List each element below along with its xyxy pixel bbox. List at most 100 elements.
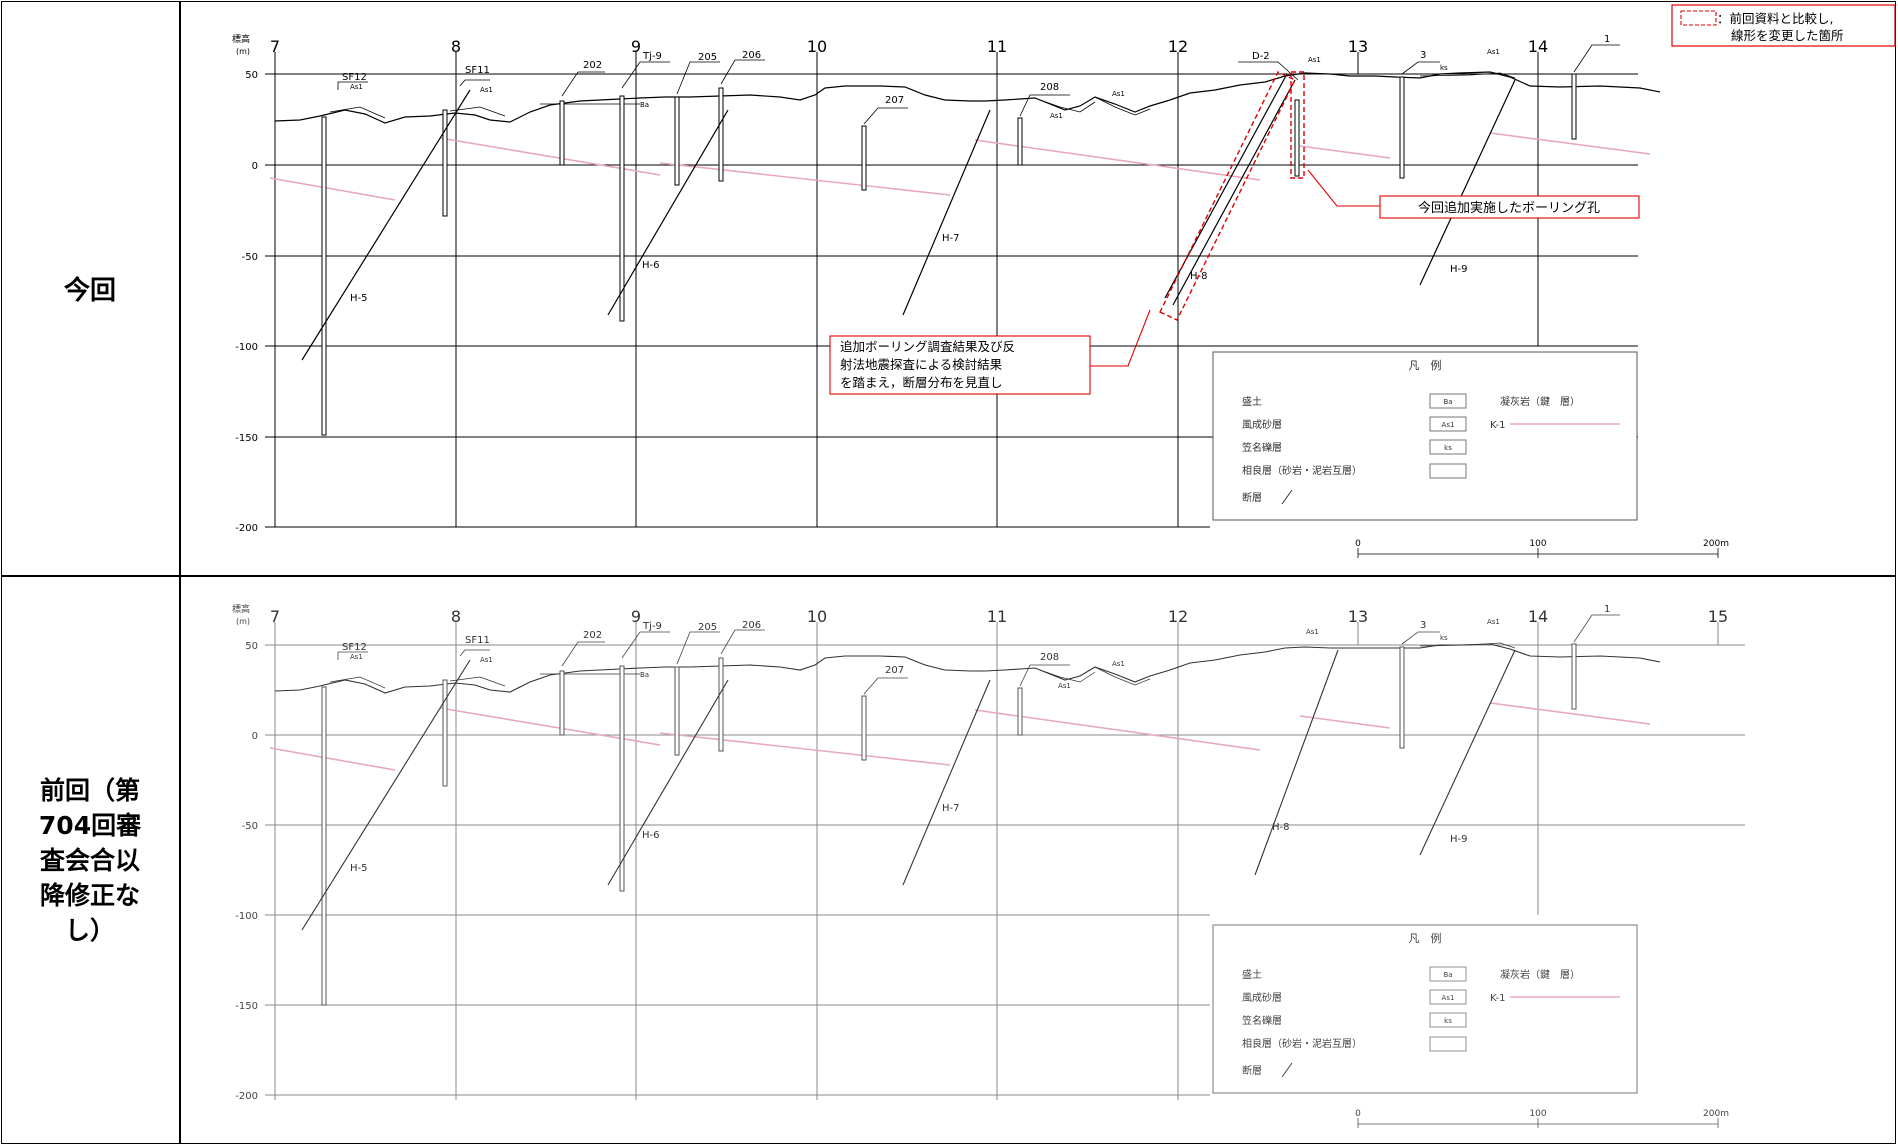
legend-item: 凝灰岩（鍵 層） bbox=[1500, 395, 1580, 408]
legend-swatch-label: Ba bbox=[1443, 971, 1452, 979]
key-layer-line bbox=[1489, 132, 1651, 155]
borehole-3 bbox=[1399, 76, 1405, 179]
borehole-label: 206 bbox=[742, 50, 761, 61]
borehole-206 bbox=[718, 657, 724, 752]
station-label: 13 bbox=[1348, 37, 1368, 56]
legend-item: 笠名礫層 bbox=[1242, 441, 1282, 454]
fault-H-8 bbox=[1254, 649, 1339, 876]
borehole-label: 208 bbox=[1040, 82, 1059, 93]
borehole-205 bbox=[674, 96, 680, 186]
stratum-label: As1 bbox=[1112, 90, 1125, 98]
key-layer-line bbox=[269, 177, 396, 201]
legend-title: 凡 例 bbox=[1409, 358, 1442, 372]
legend-swatch-label: ks bbox=[1444, 444, 1452, 452]
y-tick-label: 50 bbox=[245, 641, 258, 652]
legend-panel bbox=[1212, 351, 1638, 521]
legend-item: 断層 bbox=[1242, 491, 1262, 504]
change-legend-text: ：前回資料と比較し, bbox=[1717, 11, 1833, 26]
station-label: 11 bbox=[987, 37, 1007, 56]
y-axis-unit: (m) bbox=[236, 617, 250, 626]
borehole-label: 202 bbox=[583, 630, 602, 641]
legend-title: 凡 例 bbox=[1409, 931, 1442, 945]
scale-label: 200m bbox=[1703, 539, 1729, 549]
borehole-205 bbox=[674, 666, 680, 756]
y-tick-label: 50 bbox=[245, 70, 258, 81]
legend-swatch-label: As1 bbox=[1442, 421, 1455, 429]
change-legend-text: 線形を変更した箇所 bbox=[1731, 28, 1844, 43]
key-layer-line bbox=[659, 732, 951, 766]
station-label: 14 bbox=[1528, 607, 1548, 626]
callout-leader bbox=[1307, 169, 1380, 207]
legend-swatch-Ba bbox=[1429, 393, 1467, 409]
y-tick-label: -100 bbox=[235, 342, 258, 353]
station-label: 13 bbox=[1348, 607, 1368, 626]
borehole-label: 208 bbox=[1040, 652, 1059, 663]
station-label: 14 bbox=[1528, 37, 1548, 56]
y-axis-unit: (m) bbox=[236, 47, 250, 56]
fault-H-5 bbox=[301, 659, 471, 931]
stratum-label: As1 bbox=[1112, 660, 1125, 668]
borehole-207 bbox=[861, 125, 867, 191]
panel-current: 標高 (m) 50 0 -50 -100 -150 -200 7 8 9 10 … bbox=[232, 4, 1896, 558]
legend-item: 笠名礫層 bbox=[1242, 1014, 1282, 1027]
station-label: 8 bbox=[451, 607, 461, 626]
callout-review-line: 追加ボーリング調査結果及び反 bbox=[840, 339, 1015, 354]
fault-H-9 bbox=[1419, 649, 1516, 856]
borehole-label: 205 bbox=[698, 52, 717, 63]
borehole-label: 206 bbox=[742, 620, 761, 631]
legend-fault-symbol bbox=[1281, 1062, 1293, 1078]
stratum-label: As1 bbox=[1487, 618, 1500, 626]
callout-leader bbox=[1090, 309, 1151, 367]
key-layer-line bbox=[439, 707, 661, 746]
fault-H-7 bbox=[902, 679, 991, 886]
key-layer-line bbox=[269, 747, 396, 771]
scale-label: 200m bbox=[1703, 1109, 1729, 1119]
callout-review-line: 射法地震探査による検討結果 bbox=[840, 357, 1003, 372]
station-label: 15 bbox=[1708, 607, 1728, 626]
legend-swatch-label: Ba bbox=[1443, 398, 1452, 406]
scale-label: 0 bbox=[1355, 1109, 1361, 1119]
fault-label: H-8 bbox=[1272, 822, 1290, 833]
borehole-label: SF12 bbox=[342, 642, 367, 653]
stratum-label: As1 bbox=[1058, 682, 1071, 690]
key-layer-line bbox=[439, 137, 661, 176]
borehole-1 bbox=[1571, 643, 1577, 710]
legend-item: 凝灰岩（鍵 層） bbox=[1500, 968, 1580, 981]
fault-label: H-7 bbox=[942, 803, 960, 814]
y-tick-label: -50 bbox=[242, 252, 258, 263]
legend-item: 相良層（砂岩・泥岩互層） bbox=[1242, 464, 1362, 477]
legend-swatch-label: ks bbox=[1444, 1017, 1452, 1025]
stratum-label: Ba bbox=[640, 101, 649, 109]
legend-swatch-label: As1 bbox=[1442, 994, 1455, 1002]
stratum-label: As1 bbox=[1487, 48, 1500, 56]
borehole-label: 3 bbox=[1420, 620, 1426, 631]
borehole-label: 1 bbox=[1604, 604, 1610, 615]
y-axis-title: 標高 bbox=[232, 33, 250, 45]
legend-swatch-sagara bbox=[1429, 1036, 1467, 1052]
change-legend-swatch bbox=[1680, 10, 1717, 26]
borehole-label: 207 bbox=[885, 95, 904, 106]
borehole-Tj9 bbox=[619, 95, 625, 322]
row-label-current: 今回 bbox=[63, 275, 116, 306]
borehole-label: D-2 bbox=[1252, 51, 1270, 62]
station-label: 11 bbox=[987, 607, 1007, 626]
borehole-label: 1 bbox=[1604, 34, 1610, 45]
key-layer-line bbox=[659, 162, 951, 196]
legend-item: K-1 bbox=[1490, 420, 1505, 431]
legend-swatch-Ba bbox=[1429, 966, 1467, 982]
stratum-label: As1 bbox=[1308, 56, 1321, 64]
fault-label: H-5 bbox=[350, 293, 368, 304]
stratum-label: ks bbox=[1440, 634, 1448, 642]
legend-fault-symbol bbox=[1281, 489, 1293, 505]
borehole-207 bbox=[861, 695, 867, 761]
station-label: 8 bbox=[451, 37, 461, 56]
station-label: 7 bbox=[270, 37, 280, 56]
key-layer-line bbox=[1489, 702, 1651, 725]
borehole-208 bbox=[1017, 687, 1023, 736]
stratum-label: As1 bbox=[350, 653, 363, 661]
borehole-label: SF12 bbox=[342, 72, 367, 83]
legend-panel bbox=[1212, 924, 1638, 1094]
stratum-label: As1 bbox=[480, 86, 493, 94]
